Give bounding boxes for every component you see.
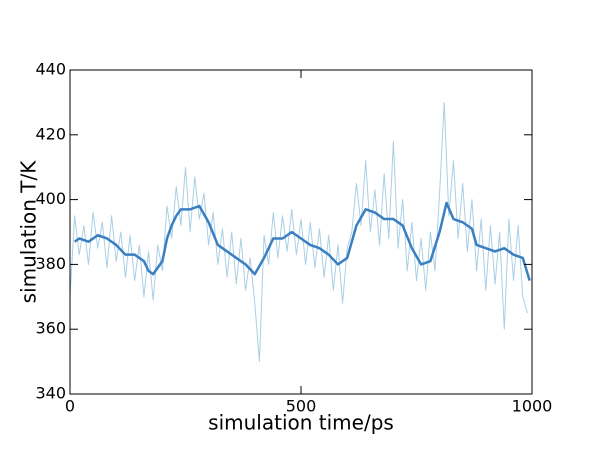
y-tick-label: 400 [35,189,66,208]
data-line [73,201,531,281]
y-tick-label: 440 [35,60,66,79]
y-tick-label: 340 [35,384,66,403]
y-tick-label: 360 [35,319,66,338]
y-tick-label: 380 [35,254,66,273]
x-tick-label: 500 [286,397,317,416]
x-tick-label: 0 [65,397,75,416]
plot-frame [69,69,533,395]
data-line [69,101,528,363]
y-axis-label: simulation T/K [17,160,41,304]
y-tick-label: 420 [35,124,66,143]
x-tick-label: 1000 [512,397,553,416]
x-axis-label: simulation time/ps [208,411,394,435]
